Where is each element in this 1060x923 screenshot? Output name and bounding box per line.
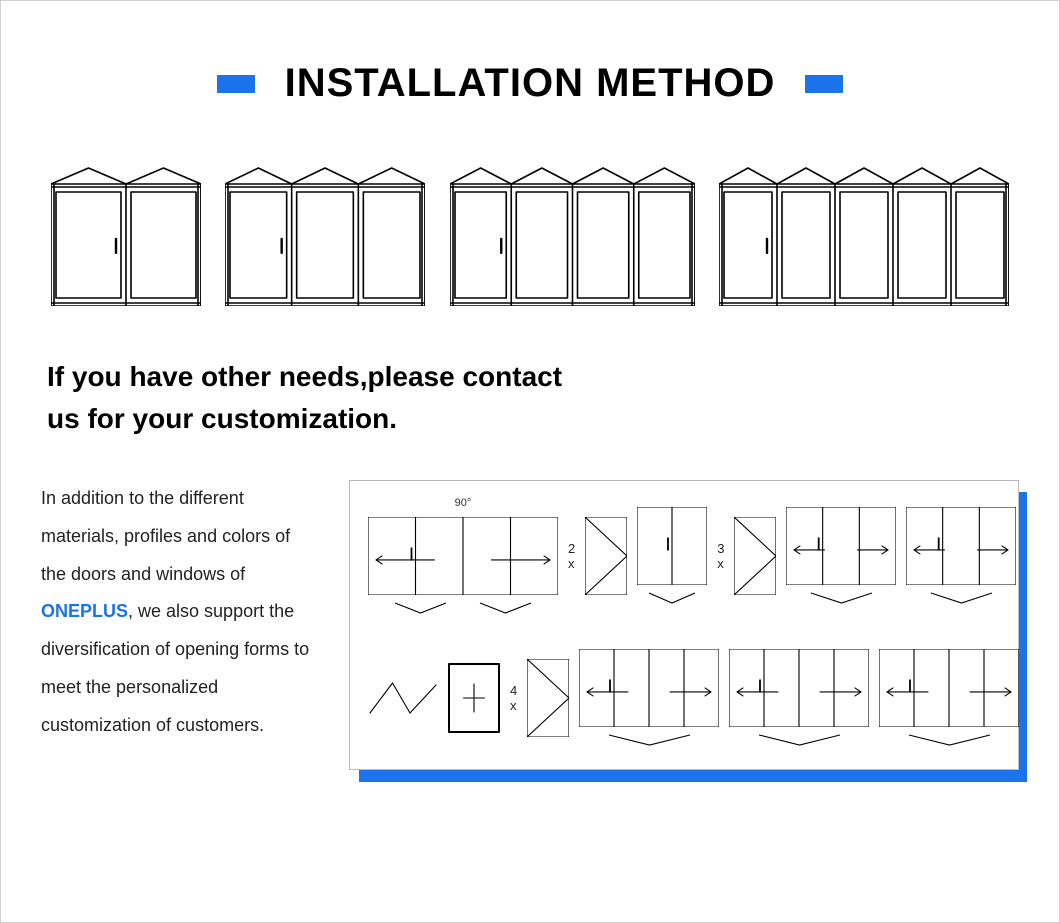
door-diagram-2-panel xyxy=(51,166,201,306)
section-title: INSTALLATION METHOD xyxy=(285,61,776,106)
title-accent-right xyxy=(805,75,843,93)
door-diagram-3-panel xyxy=(225,166,425,306)
door-diagram-5-panel xyxy=(719,166,1009,306)
subtitle-line1: If you have other needs,please contact xyxy=(47,361,562,392)
subtitle-line2: us for your customization. xyxy=(47,403,397,434)
body-pre: In addition to the different materials, … xyxy=(41,488,290,584)
config-panel: 90°2 x3 x 4 x xyxy=(349,480,1019,770)
config-panel-wrap: 90°2 x3 x 4 x xyxy=(349,480,1019,782)
config-row-1: 90°2 x3 x xyxy=(368,495,1000,617)
config-panel-rows: 90°2 x3 x 4 x xyxy=(368,495,1000,759)
door-diagrams-row xyxy=(41,166,1019,306)
brand-name: ONEPLUS xyxy=(41,601,128,621)
door-diagram-4-panel xyxy=(450,166,695,306)
section-title-row: INSTALLATION METHOD xyxy=(41,61,1019,106)
bottom-row: In addition to the different materials, … xyxy=(41,480,1019,782)
config-row-2: 4 x xyxy=(368,637,1000,759)
title-accent-left xyxy=(217,75,255,93)
subtitle: If you have other needs,please contact u… xyxy=(41,356,1019,440)
body-post: , we also support the diversification of… xyxy=(41,601,309,734)
body-text: In addition to the different materials, … xyxy=(41,480,319,745)
